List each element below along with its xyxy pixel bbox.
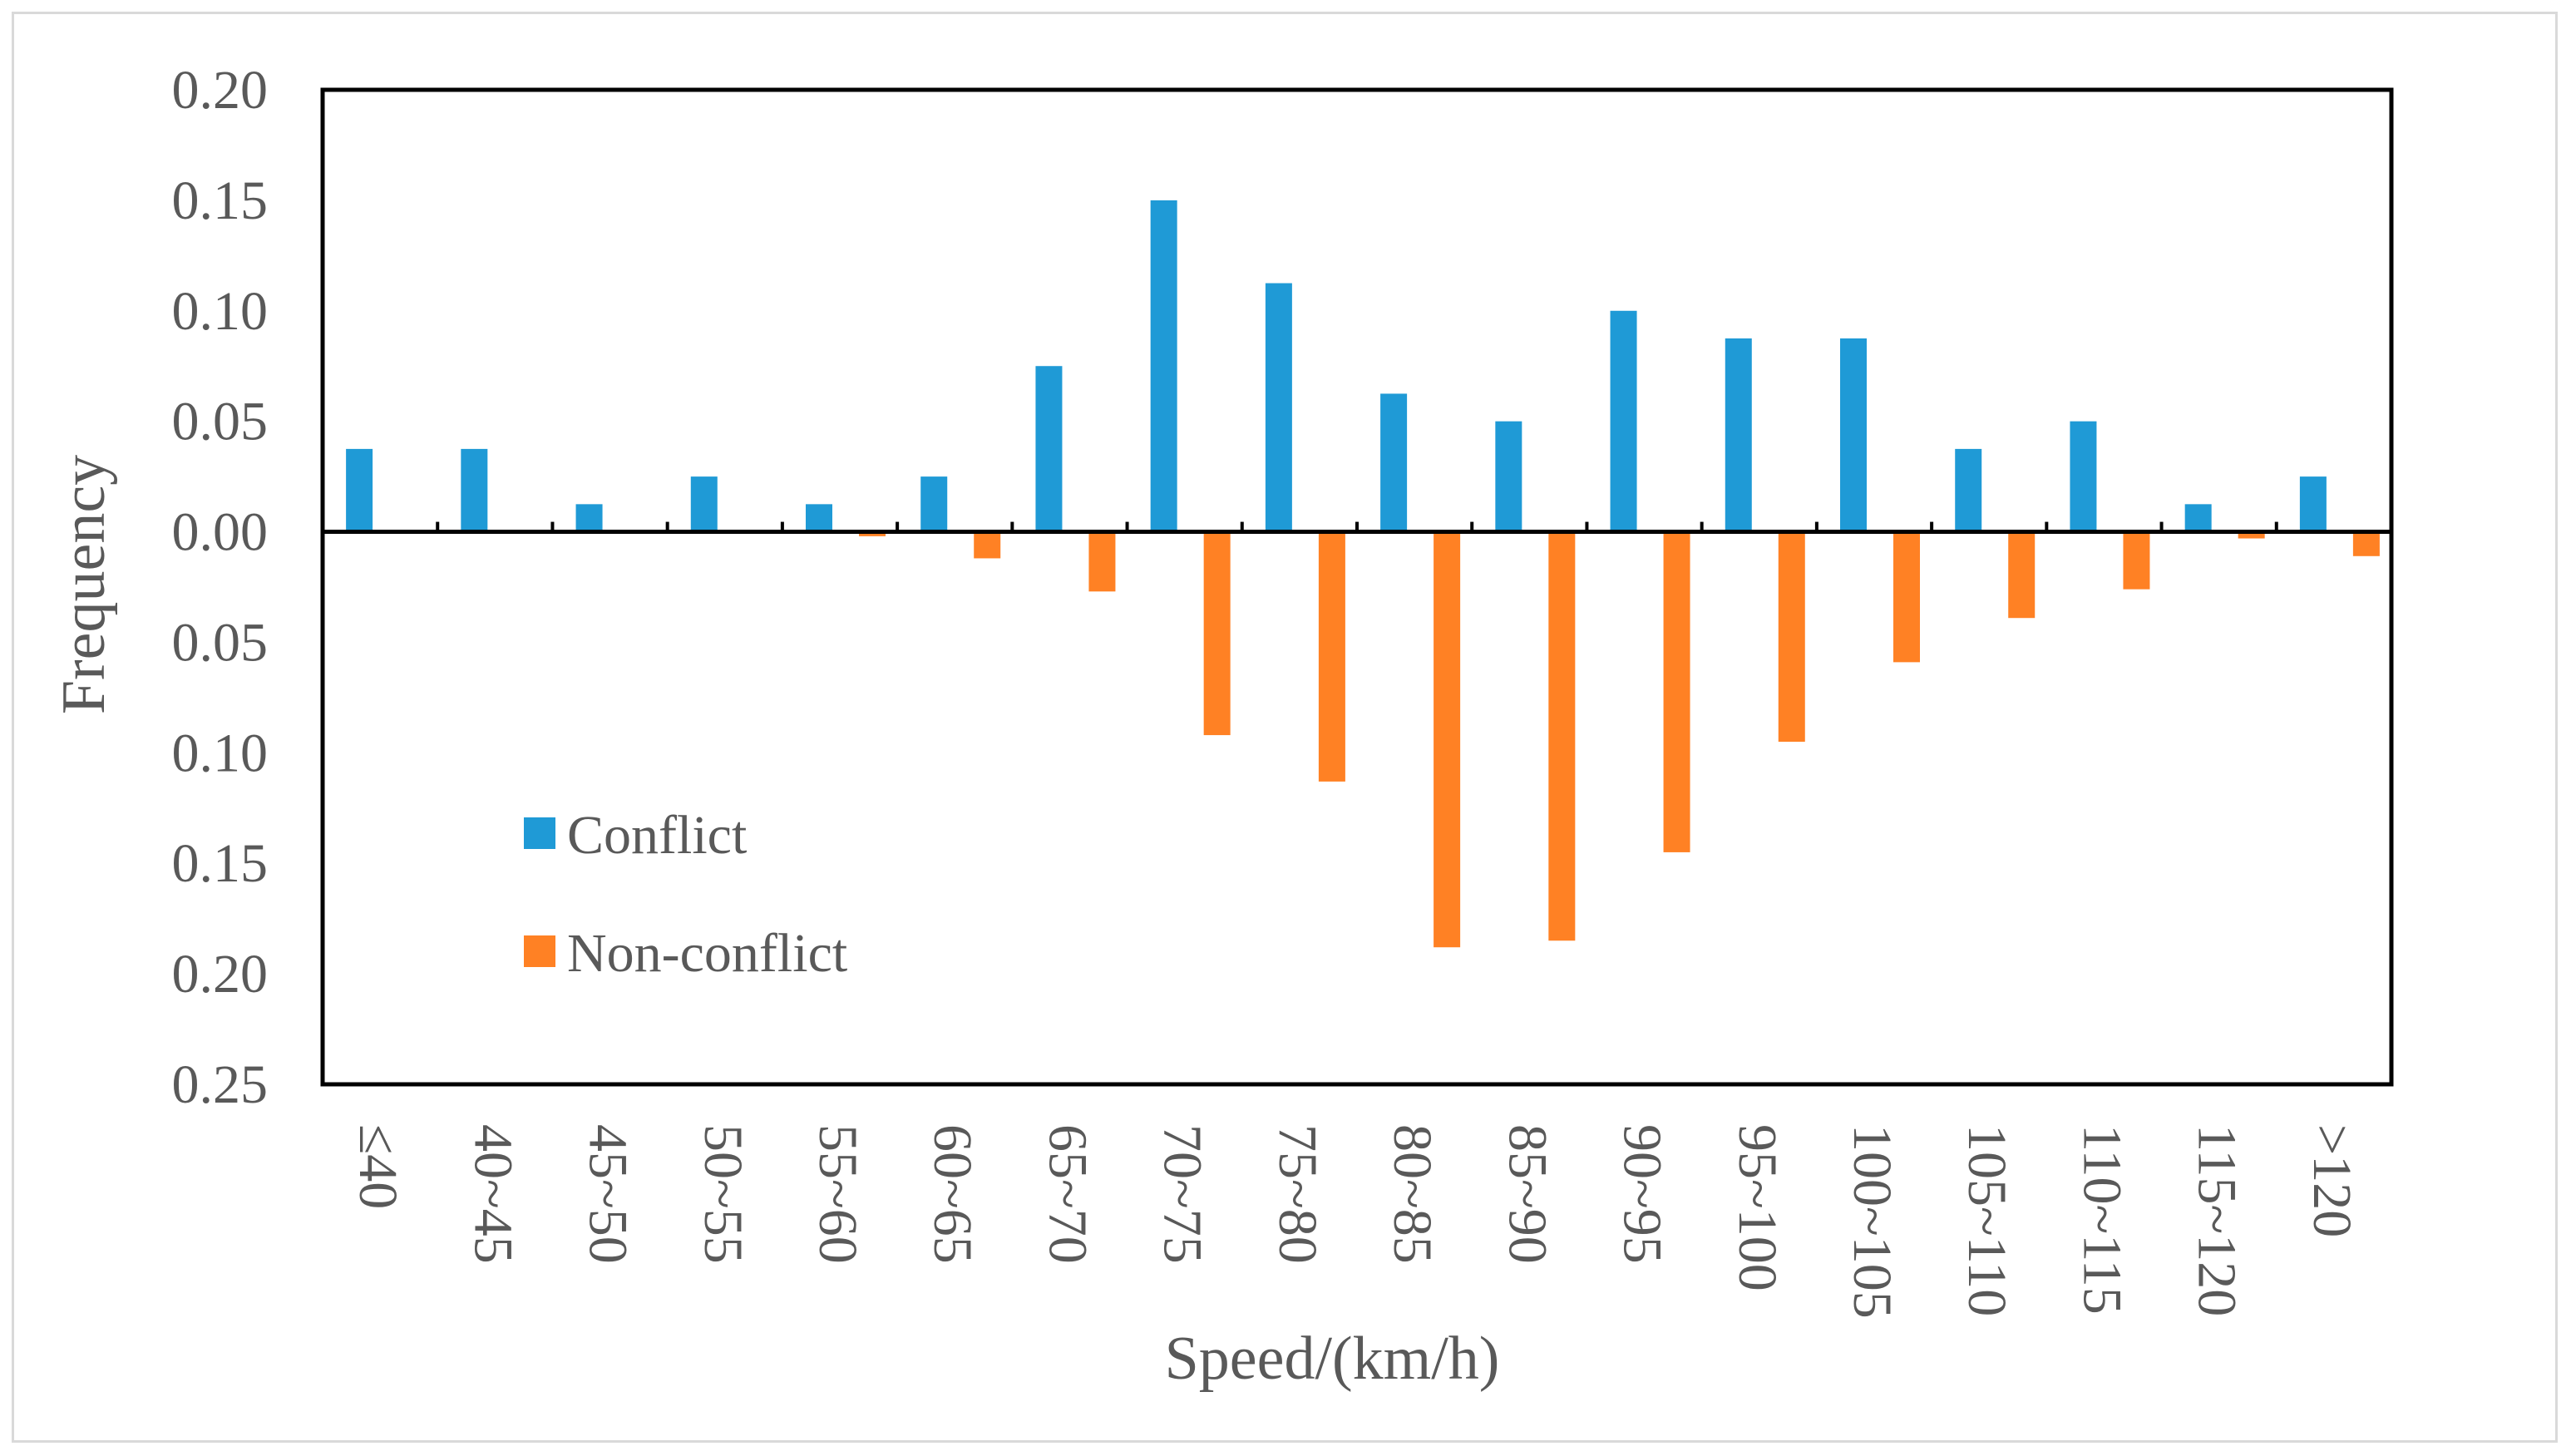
x-tick-label-13: 100~105 (1842, 1124, 1902, 1319)
x-tick-marks (321, 521, 2393, 532)
chart-frame (12, 12, 2558, 1443)
legend-label-conflict: Conflict (567, 805, 747, 866)
x-tick-label-15: 110~115 (2071, 1124, 2132, 1315)
bar-non-conflict-17 (2352, 531, 2380, 556)
x-tick-label-11: 90~95 (1612, 1124, 1673, 1264)
bar-non-conflict-16 (2238, 531, 2265, 539)
bar-conflict-13 (1840, 338, 1867, 532)
bar-non-conflict-12 (1778, 531, 1805, 743)
x-tick-label-8: 75~80 (1267, 1124, 1328, 1264)
bar-non-conflict-4 (859, 531, 886, 536)
x-tick-label-12: 95~100 (1727, 1124, 1788, 1291)
y-tick-label-6: 0.10 (172, 723, 269, 783)
bar-conflict-5 (920, 476, 948, 532)
y-tick-label-5: 0.05 (172, 612, 269, 673)
bar-conflict-11 (1610, 310, 1637, 532)
x-tick-labels: ≤40 40~45 45~50 50~55 55~60 60~65 65~70 70~75 75… (348, 1124, 2362, 1319)
x-tick-label-16: 115~120 (2187, 1124, 2248, 1316)
legend-label-non-conflict: Non-conflict (567, 923, 847, 984)
y-tick-label-9: 0.25 (172, 1054, 269, 1115)
y-tick-label-3: 0.05 (172, 392, 269, 452)
bar-non-conflict-8 (1318, 531, 1345, 782)
y-tick-label-4: 0.00 (172, 502, 269, 563)
plot-area-border (320, 87, 2394, 1087)
bar-conflict-2 (575, 504, 603, 532)
y-tick-labels: 0.20 0.15 0.10 0.05 0.00 0.05 0.10 0.15 0.20 0.25 (172, 60, 269, 1115)
y-tick-label-8: 0.20 (172, 944, 269, 1004)
x-tick-label-6: 65~70 (1037, 1124, 1098, 1264)
bar-conflict-12 (1725, 338, 1752, 532)
bar-non-conflict-11 (1663, 531, 1690, 852)
x-tick-label-10: 85~90 (1497, 1124, 1557, 1264)
x-tick-label-5: 60~65 (922, 1124, 983, 1264)
legend-swatch-non-conflict (524, 935, 555, 967)
x-axis-title: Speed/(km/h) (1165, 1325, 1500, 1393)
bar-non-conflict-10 (1548, 531, 1576, 941)
x-tick-label-1: 40~45 (462, 1124, 523, 1264)
bar-conflict-15 (2070, 421, 2097, 532)
bar-conflict-17 (2299, 476, 2327, 532)
y-tick-label-7: 0.15 (172, 833, 269, 894)
bar-conflict-8 (1265, 283, 1292, 532)
x-tick-label-14: 105~110 (1957, 1124, 2017, 1316)
y-tick-label-2: 0.10 (172, 281, 269, 342)
bar-conflict-14 (1955, 448, 1982, 532)
bar-conflict-7 (1150, 200, 1177, 532)
bar-conflict-4 (806, 504, 832, 532)
bar-conflict-6 (1035, 366, 1063, 532)
bar-conflict-0 (346, 448, 373, 532)
x-tick-label-3: 50~55 (693, 1124, 753, 1264)
x-tick-label-0: ≤40 (348, 1124, 408, 1209)
bar-non-conflict-9 (1434, 531, 1461, 948)
x-tick-label-4: 55~60 (807, 1124, 868, 1264)
y-tick-label-1: 0.15 (172, 170, 269, 231)
y-tick-label-0: 0.20 (172, 60, 269, 121)
x-tick-label-17: >120 (2302, 1124, 2362, 1237)
x-tick-label-9: 80~85 (1382, 1124, 1443, 1264)
bar-non-conflict-7 (1203, 531, 1231, 736)
legend: Conflict Non-conflict (524, 805, 847, 984)
legend-swatch-conflict (524, 817, 555, 849)
bar-conflict-10 (1495, 421, 1522, 532)
bar-non-conflict-6 (1088, 531, 1116, 592)
y-axis-title: Frequency (50, 455, 118, 714)
bar-conflict-16 (2184, 504, 2212, 532)
bar-conflict-3 (690, 476, 718, 532)
bar-conflict-9 (1380, 393, 1408, 532)
x-tick-label-2: 45~50 (578, 1124, 639, 1264)
x-tick-label-7: 70~75 (1152, 1124, 1213, 1264)
bar-non-conflict-14 (2008, 531, 2036, 619)
bar-non-conflict-13 (1893, 531, 1920, 663)
bars-layer (346, 200, 2380, 948)
bar-conflict-1 (461, 448, 488, 532)
bar-non-conflict-15 (2123, 531, 2150, 590)
bar-non-conflict-5 (974, 531, 1001, 559)
